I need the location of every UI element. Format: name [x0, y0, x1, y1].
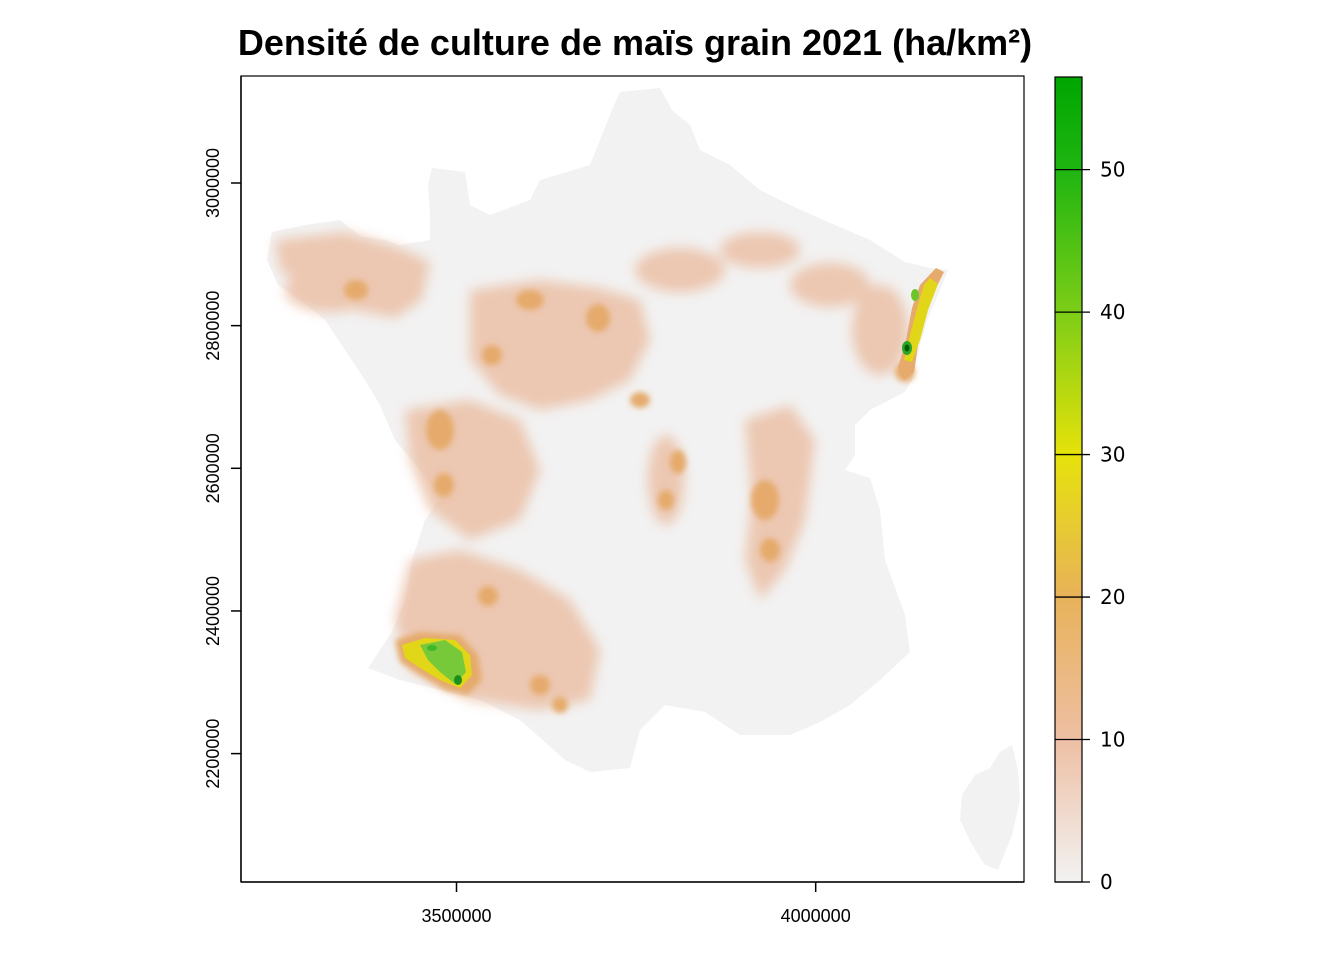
corsica [960, 745, 1020, 870]
france-mainland [267, 88, 948, 772]
map-title: Densité de culture de maïs grain 2021 (h… [237, 22, 1033, 63]
x-tick-label: 3500000 [421, 906, 491, 926]
density-peak-southwest [454, 675, 462, 685]
y-tick-label: 3000000 [203, 148, 223, 218]
y-tick-label: 2600000 [203, 433, 223, 503]
y-axis-ticks: 2200000 2400000 2600000 2800000 3000000 [203, 148, 241, 789]
y-tick-label: 2400000 [203, 576, 223, 646]
y-tick-label: 2800000 [203, 291, 223, 361]
density-southwest [395, 632, 482, 695]
density-low [275, 232, 908, 710]
density-alsace [898, 268, 944, 380]
y-tick-label: 2200000 [203, 719, 223, 789]
x-axis-ticks: 3500000 4000000 [421, 882, 851, 926]
x-tick-label: 4000000 [781, 906, 851, 926]
